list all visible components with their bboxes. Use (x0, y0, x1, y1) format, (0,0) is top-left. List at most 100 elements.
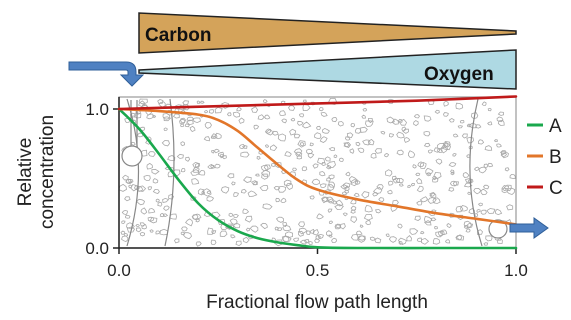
grain (125, 178, 133, 185)
grain (328, 220, 334, 225)
grain (419, 196, 429, 203)
grain (139, 126, 146, 131)
grain (263, 164, 271, 171)
axis-ticks: 0.0 0.5 1.0 0.0 1.0 (85, 100, 527, 280)
grain (282, 224, 292, 232)
grain (448, 187, 455, 192)
grain (221, 102, 230, 109)
grain (457, 125, 464, 129)
grain (437, 148, 443, 153)
grain (467, 191, 471, 195)
grain (493, 139, 498, 143)
grain (353, 192, 360, 198)
grain (219, 230, 228, 238)
right-boundary (469, 98, 483, 247)
grain (247, 190, 258, 198)
legend-label-a: A (549, 116, 562, 137)
series-a-line (117, 107, 518, 250)
grain (432, 177, 439, 183)
grain (443, 112, 449, 117)
grain (214, 148, 220, 154)
grain (181, 226, 188, 232)
grain (426, 172, 431, 177)
grain (397, 237, 407, 245)
grain (484, 145, 493, 151)
grain (334, 224, 342, 230)
y-tick-label: 1.0 (85, 100, 109, 119)
grain (388, 133, 395, 138)
grain (253, 124, 260, 130)
grain (473, 166, 480, 172)
grain (232, 111, 241, 118)
grain (350, 216, 358, 224)
grain (328, 174, 335, 180)
grain (139, 222, 146, 227)
grain (459, 119, 465, 124)
grain (192, 117, 201, 124)
x-tick-label: 1.0 (504, 261, 528, 280)
grain (487, 162, 494, 168)
grain (167, 155, 176, 161)
grain (501, 185, 510, 192)
grain (466, 223, 474, 229)
grain (180, 168, 186, 173)
grain (202, 188, 212, 197)
grain (423, 131, 431, 137)
grain (423, 215, 433, 223)
grain (417, 161, 425, 167)
grain (147, 186, 153, 191)
grain (180, 141, 186, 147)
grain (497, 111, 504, 116)
grain (251, 106, 259, 113)
grain (376, 184, 384, 190)
grain (481, 101, 487, 106)
grain (391, 175, 397, 181)
grain (429, 192, 437, 199)
grain (361, 191, 370, 199)
grain (410, 182, 415, 187)
grain (357, 147, 365, 153)
grain (185, 156, 191, 162)
grain (139, 231, 146, 237)
grain (238, 117, 245, 124)
grain (483, 242, 489, 246)
grain (149, 229, 154, 233)
grain (374, 237, 382, 244)
grain (463, 220, 472, 229)
grain (192, 166, 200, 173)
grain (478, 139, 485, 145)
grain (407, 184, 412, 188)
grain (344, 136, 351, 141)
grain (312, 163, 319, 169)
grain (363, 213, 373, 221)
grain (210, 135, 216, 139)
grain (500, 151, 509, 159)
grain (172, 113, 180, 119)
grain (217, 151, 225, 158)
grain (335, 223, 341, 229)
grain (297, 120, 304, 126)
grain (207, 164, 216, 169)
grain (263, 99, 268, 104)
grain (220, 186, 230, 194)
grain (199, 100, 205, 104)
grain (315, 234, 321, 240)
grain (496, 237, 503, 244)
grain (231, 181, 236, 186)
grain (349, 148, 355, 154)
grain (230, 234, 236, 239)
grain (157, 99, 164, 104)
grain (309, 142, 314, 147)
grain (185, 218, 193, 227)
grain (176, 153, 184, 159)
grain (395, 178, 404, 184)
grain (432, 197, 441, 204)
grain (273, 185, 281, 191)
grain (328, 181, 336, 188)
grain (272, 130, 279, 136)
grain (140, 207, 148, 215)
grain (326, 160, 336, 168)
grain (372, 192, 379, 197)
grain (420, 237, 430, 245)
